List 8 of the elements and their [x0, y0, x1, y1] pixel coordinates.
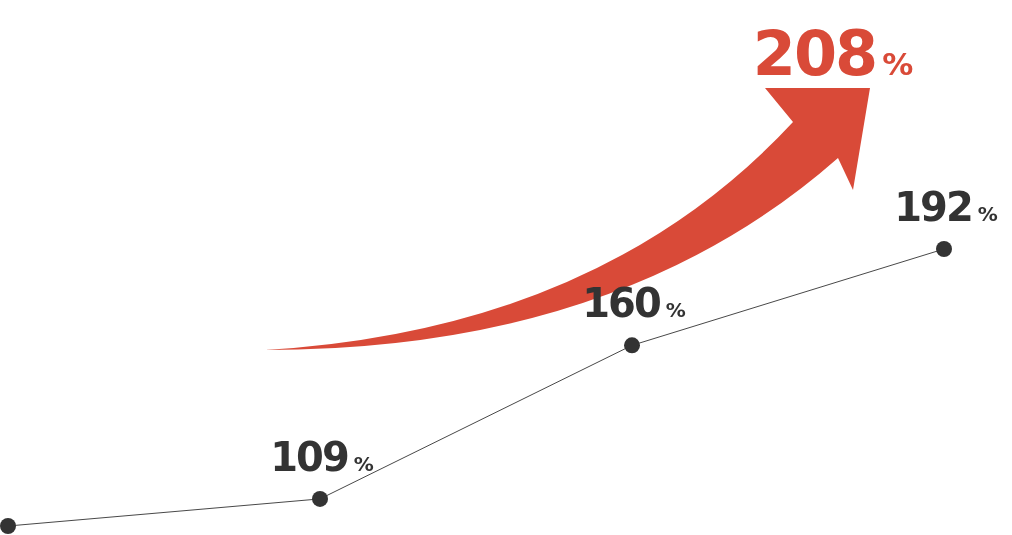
data-label: 109%	[270, 433, 374, 480]
text: 208%	[752, 17, 914, 90]
data-label: 192%	[894, 184, 998, 230]
point	[624, 337, 640, 354]
data-label: 160%	[582, 280, 686, 327]
point	[312, 490, 328, 507]
point	[936, 241, 952, 257]
point	[0, 518, 16, 534]
